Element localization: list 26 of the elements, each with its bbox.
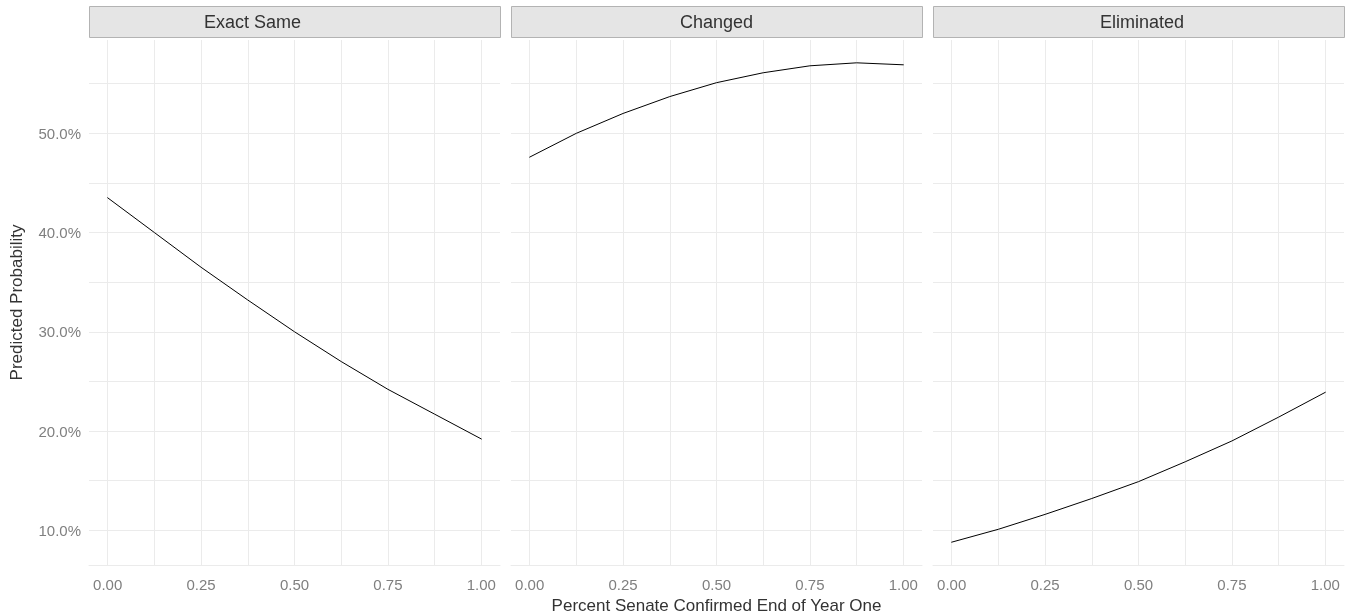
x-tick-label: 0.75 bbox=[1217, 576, 1247, 593]
line-series bbox=[107, 197, 482, 440]
x-tick-label: 1.00 bbox=[466, 576, 496, 593]
x-axis-title: Percent Senate Confirmed End of Year One bbox=[551, 595, 882, 613]
x-tick-label: 0.50 bbox=[701, 576, 732, 593]
chart-title: Changed bbox=[679, 12, 754, 32]
x-tick-label: 1.00 bbox=[1310, 576, 1340, 593]
x-tick-label: 0.50 bbox=[1123, 576, 1154, 593]
y-axis-title: Predicted Probability bbox=[7, 224, 26, 381]
x-tick-label: 0.25 bbox=[186, 576, 216, 593]
y-tick-label: 50.0% bbox=[38, 124, 81, 142]
y-tick-label: 30.0% bbox=[38, 323, 81, 341]
x-tick-label: 0.00 bbox=[515, 576, 545, 593]
x-tick-label: 0.25 bbox=[1030, 576, 1060, 593]
chart-title: Exact Same bbox=[203, 12, 302, 32]
x-tick-label: 0.00 bbox=[937, 576, 967, 593]
x-tick-label: 0.75 bbox=[373, 576, 403, 593]
x-tick-label: 0.00 bbox=[93, 576, 123, 593]
x-tick-label: 0.75 bbox=[795, 576, 825, 593]
chart-title: Eliminated bbox=[1099, 12, 1185, 32]
y-tick-label: 10.0% bbox=[38, 521, 81, 539]
x-tick-label: 0.50 bbox=[279, 576, 310, 593]
x-tick-label: 0.25 bbox=[608, 576, 638, 593]
y-tick-label: 20.0% bbox=[38, 422, 81, 440]
y-tick-label: 40.0% bbox=[38, 224, 81, 242]
x-tick-label: 1.00 bbox=[888, 576, 918, 593]
